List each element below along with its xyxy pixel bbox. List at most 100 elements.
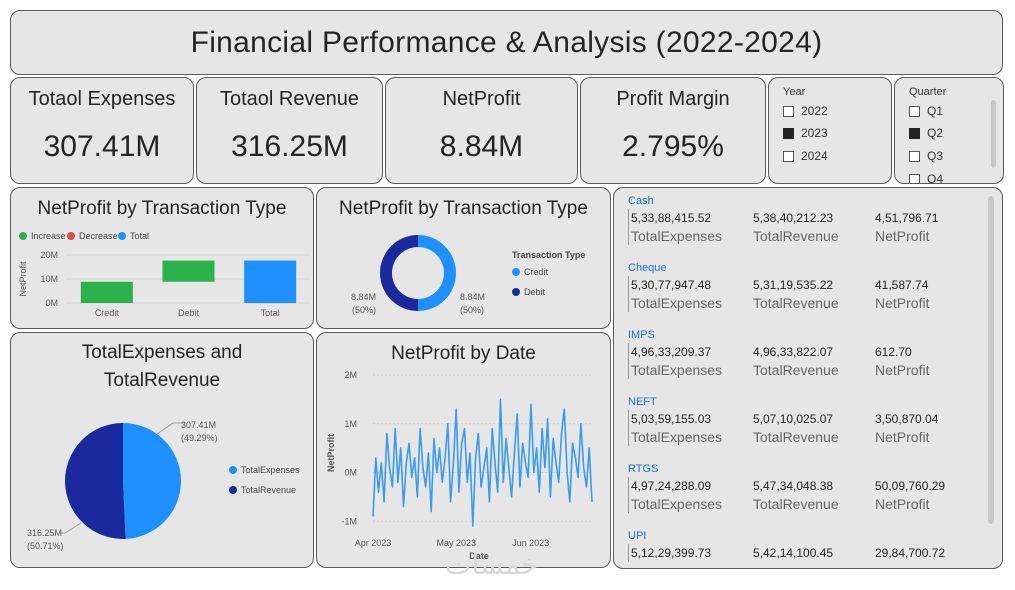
quarter-slicer-title: Quarter — [909, 86, 947, 98]
dashboard-title-card: Financial Performance & Analysis (2022-2… — [10, 10, 1003, 75]
checkbox-checked-icon[interactable] — [783, 127, 794, 139]
line-chart-title: NetProfit by Date — [391, 343, 536, 364]
kpi-total-expenses-value: 307.41M — [43, 130, 161, 163]
pie-legend-revenue[interactable]: TotalRevenue — [229, 485, 296, 495]
x-tick-label: Total — [261, 308, 280, 318]
checkbox-checked-icon[interactable] — [909, 127, 920, 139]
waterfall-legend-total[interactable]: Total — [118, 231, 149, 241]
y-tick-label: 2M — [344, 370, 357, 380]
leader-line — [61, 522, 82, 534]
quarter-slicer: Quarter Q1 Q2 Q3 Q4 — [894, 77, 1004, 184]
checkbox-icon[interactable] — [909, 173, 920, 183]
kpi-total-revenue-label: Totaol Revenue — [220, 88, 359, 110]
expenses-label: TotalExpenses — [631, 295, 723, 311]
checkbox-icon[interactable] — [783, 150, 794, 162]
pie-chart[interactable]: 307.41M (49.29%) 316.25M (50.71%) — [11, 333, 226, 568]
checkbox-icon[interactable] — [783, 105, 794, 117]
revenue-cell: 5,07,10,025.07 TotalRevenue — [753, 410, 875, 446]
legend-label: Debit — [524, 287, 546, 297]
expenses-cell: 5,03,59,155.03 TotalExpenses — [631, 410, 753, 446]
transaction-group-upi: UPI 5,12,29,399.73 5,42,14,100.45 29,84,… — [628, 530, 1000, 562]
line-chart[interactable]: 2M 1M 0M -1M NetProfit Apr 2023 May 2023 Jun 20… — [317, 333, 611, 568]
donut-slice — [418, 235, 456, 311]
kpi-total-expenses-card[interactable]: Totaol Expenses 307.41M — [10, 77, 194, 184]
kpi-total-expenses-label: Totaol Expenses — [28, 88, 176, 110]
transaction-group-name: Cash — [628, 195, 654, 207]
quarter-option-q1[interactable]: Q1 — [909, 104, 943, 118]
donut-chart[interactable]: 8.84M (50%) 8.84M (50%) — [317, 188, 507, 329]
waterfall-bar — [162, 260, 215, 282]
revenue-label: TotalRevenue — [753, 362, 839, 378]
transaction-group-name: RTGS — [628, 463, 659, 475]
waterfall-legend-increase[interactable]: Increase — [19, 231, 66, 241]
kpi-net-profit-label: NetProfit — [442, 88, 521, 110]
quarter-option-q4[interactable]: Q4 — [909, 172, 943, 183]
netprofit-line — [372, 398, 593, 527]
expenses-label: TotalExpenses — [631, 228, 723, 244]
slice-value-label: 8.84M — [351, 292, 376, 302]
expenses-label: TotalExpenses — [631, 429, 723, 445]
donut-legend-credit[interactable]: Credit — [512, 267, 548, 277]
transaction-group-values: 5,30,77,947.48 TotalExpenses 5,31,19,535.… — [628, 276, 1000, 312]
checkbox-icon[interactable] — [909, 150, 920, 162]
pie-chart-title-line1: TotalExpenses and — [81, 342, 243, 363]
legend-label: Increase — [31, 231, 66, 241]
kpi-profit-margin-card[interactable]: Profit Margin 2.795% — [580, 77, 766, 184]
donut-chart-card: NetProfit by Transaction Type Transactio… — [316, 187, 611, 329]
revenue-label: TotalRevenue — [753, 295, 839, 311]
revenue-label: TotalRevenue — [753, 228, 839, 244]
quarter-option-q2[interactable]: Q2 — [909, 126, 943, 140]
legend-label: Decrease — [79, 231, 118, 241]
donut-slice — [380, 235, 418, 311]
year-option-2023[interactable]: 2023 — [783, 126, 828, 140]
pie-slice — [123, 423, 181, 539]
x-tick-label: Apr 2023 — [355, 538, 392, 548]
x-axis-label: Date — [469, 551, 489, 561]
transaction-group-name: NEFT — [628, 396, 657, 408]
revenue-cell: 4,96,33,822.07 TotalRevenue — [753, 343, 875, 379]
expenses-label: TotalExpenses — [631, 496, 723, 512]
net-profit-value: 612.70 — [875, 345, 912, 359]
net-profit-value: 3,50,870.04 — [875, 412, 939, 426]
waterfall-chart[interactable]: 20M 10M 0M NetProfit Credit Debit Total — [11, 188, 314, 329]
revenue-value: 5,38,40,212.23 — [753, 211, 834, 225]
donut-legend-debit[interactable]: Debit — [512, 287, 545, 297]
transaction-group-values: 5,12,29,399.73 5,42,14,100.45 29,84,700.… — [628, 544, 1000, 562]
revenue-value: 5,07,10,025.07 — [753, 412, 834, 426]
pie-chart-card: TotalExpenses and TotalRevenue TotalExpe… — [10, 332, 314, 568]
net-profit-cell: 612.70 NetProfit — [875, 343, 997, 379]
revenue-value: 5,31,19,535.22 — [753, 278, 834, 292]
net-profit-value: 4,51,796.71 — [875, 211, 939, 225]
quarter-slicer-scrollbar[interactable] — [991, 100, 996, 168]
transaction-group-name: IMPS — [628, 329, 655, 341]
slice-percent-label: (50%) — [352, 305, 376, 315]
y-tick-label: 1M — [344, 419, 357, 429]
year-option-label: 2023 — [801, 126, 828, 140]
waterfall-legend-decrease[interactable]: Decrease — [67, 231, 118, 241]
net-profit-cell: 41,587.74 NetProfit — [875, 276, 997, 312]
legend-label: TotalExpenses — [241, 465, 300, 475]
quarter-option-q3[interactable]: Q3 — [909, 149, 943, 163]
y-axis-label: NetProfit — [18, 261, 28, 297]
slice-percent-label: (49.29%) — [181, 433, 218, 443]
checkbox-icon[interactable] — [909, 105, 920, 117]
expenses-cell: 5,33,88,415.52 TotalExpenses — [631, 209, 753, 245]
revenue-cell: 5,38,40,212.23 TotalRevenue — [753, 209, 875, 245]
year-option-label: 2022 — [801, 104, 828, 118]
y-tick-label: 0M — [45, 298, 58, 308]
multi-row-card-scrollbar[interactable] — [988, 196, 994, 524]
kpi-net-profit-card[interactable]: NetProfit 8.84M — [385, 77, 578, 184]
pie-legend-expenses[interactable]: TotalExpenses — [229, 465, 300, 475]
kpi-profit-margin-value: 2.795% — [622, 130, 724, 163]
kpi-total-revenue-card[interactable]: Totaol Revenue 316.25M — [196, 77, 383, 184]
kpi-total-revenue-value: 316.25M — [231, 130, 348, 163]
donut-legend-title: Transaction Type — [512, 250, 586, 260]
year-slicer: Year 2022 2023 2024 — [768, 77, 892, 184]
revenue-label: TotalRevenue — [753, 496, 839, 512]
x-tick-label: May 2023 — [436, 538, 476, 548]
revenue-cell: 5,42,14,100.45 — [753, 544, 875, 562]
expenses-cell: 4,96,33,209.37 TotalExpenses — [631, 343, 753, 379]
revenue-value: 4,96,33,822.07 — [753, 345, 834, 359]
year-option-2024[interactable]: 2024 — [783, 149, 828, 163]
year-option-2022[interactable]: 2022 — [783, 104, 828, 118]
